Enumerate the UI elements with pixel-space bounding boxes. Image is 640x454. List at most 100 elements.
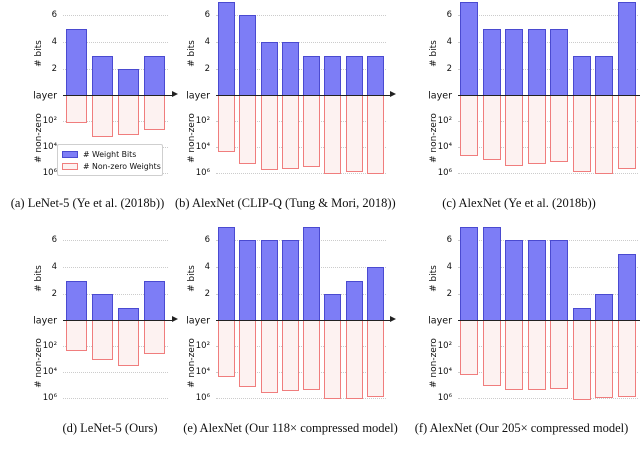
- weight-bits-bar: [218, 226, 236, 321]
- nonzero-weights-bar: [595, 96, 614, 175]
- ytick-nonzero-1e6: 10⁶: [42, 167, 57, 178]
- subplot-d: # bits # non-zero 6 4 2 layer 10² 10⁴ 10…: [33, 225, 178, 402]
- ytick-nonzero-1e6: 10⁶: [437, 167, 452, 178]
- nonzero-weights-bar: [482, 321, 501, 386]
- ytick-bits-6: 6: [204, 9, 210, 20]
- ytick-bits-2: 2: [204, 288, 210, 299]
- weight-bits-bar: [595, 55, 614, 96]
- nonzero-weights-bar: [505, 321, 524, 390]
- weight-bits-bar: [65, 280, 87, 321]
- ytick-bits-4: 4: [446, 36, 452, 47]
- x-axis-line: [63, 316, 178, 323]
- ytick-bits-6: 6: [51, 9, 57, 20]
- ytick-bits-2: 2: [446, 63, 452, 74]
- ytick-bits-4: 4: [51, 261, 57, 272]
- gridline: [216, 15, 386, 16]
- nonzero-weights-bar: [91, 96, 113, 138]
- nonzero-weights-bar: [91, 321, 113, 360]
- caption-d: (d) LeNet-5 (Ours): [62, 421, 158, 435]
- plot-area: [216, 225, 396, 402]
- ytick-bits-4: 4: [51, 36, 57, 47]
- ytick-bits-2: 2: [51, 288, 57, 299]
- axis-arrow-icon: [390, 91, 396, 98]
- nonzero-weights-bar: [572, 321, 591, 400]
- nonzero-weights-bar: [460, 96, 479, 156]
- gridline: [216, 294, 386, 295]
- legend: # Weight Bits # Non-zero Weights: [57, 144, 163, 176]
- weight-bits-bar: [91, 294, 113, 321]
- y-axis-label-bits: # bits: [429, 40, 439, 68]
- ytick-nonzero-1e2: 10²: [42, 340, 57, 351]
- caption-f: (f) AlexNet (Our 205× compressed model): [414, 421, 629, 435]
- gridline: [63, 15, 168, 16]
- gridline: [458, 147, 638, 148]
- gridline: [63, 267, 168, 268]
- nonzero-weights-bar: [527, 321, 546, 390]
- ytick-nonzero-1e4: 10⁴: [437, 366, 452, 377]
- ytick-bits-6: 6: [51, 234, 57, 245]
- gridline: [458, 346, 638, 347]
- gridline: [63, 69, 168, 70]
- ytick-bits-4: 4: [204, 36, 210, 47]
- gridline: [458, 267, 638, 268]
- nonzero-weights-swatch: [62, 162, 78, 170]
- x-axis-line: [63, 91, 178, 98]
- gridline: [63, 240, 168, 241]
- ytick-nonzero-1e4: 10⁴: [195, 366, 210, 377]
- weight-bits-bar: [527, 28, 546, 96]
- x-axis-label: layer: [428, 315, 452, 327]
- gridline: [458, 121, 638, 122]
- subplot-b: # bits # non-zero 6 4 2 layer 10² 10⁴ 10…: [186, 0, 396, 177]
- nonzero-weights-bar: [550, 96, 569, 162]
- weight-bits-bar: [303, 55, 321, 96]
- gridline: [63, 42, 168, 43]
- nonzero-weights-bar: [303, 96, 321, 167]
- gridline: [216, 147, 386, 148]
- y-axis-label-nonzero: # non-zero: [34, 338, 44, 389]
- nonzero-weights-bar: [617, 321, 636, 398]
- nonzero-weights-bar: [345, 96, 363, 172]
- gridline: [458, 42, 638, 43]
- nonzero-weights-bar: [617, 96, 636, 169]
- gridline: [216, 372, 386, 373]
- weight-bits-bar: [527, 240, 546, 321]
- ytick-nonzero-1e2: 10²: [195, 340, 210, 351]
- gridline: [63, 346, 168, 347]
- weight-bits-bar: [482, 28, 501, 96]
- subplot-e: # bits # non-zero 6 4 2 layer 10² 10⁴ 10…: [186, 225, 396, 402]
- nonzero-weights-bar: [345, 321, 363, 400]
- gridline: [216, 240, 386, 241]
- nonzero-weights-bar: [482, 96, 501, 160]
- weight-bits-bar: [144, 55, 166, 96]
- weight-bits-bar: [345, 55, 363, 96]
- nonzero-weights-bar: [118, 96, 140, 136]
- weight-bits-bar: [482, 226, 501, 321]
- ytick-nonzero-1e6: 10⁶: [437, 392, 452, 403]
- gridline: [63, 372, 168, 373]
- nonzero-weights-bar: [550, 321, 569, 389]
- weight-bits-bar: [617, 253, 636, 321]
- weight-bits-bar: [366, 55, 384, 96]
- subplot-f: # bits # non-zero 6 4 2 layer 10² 10⁴ 10…: [428, 225, 640, 402]
- ytick-nonzero-1e2: 10²: [195, 115, 210, 126]
- nonzero-weights-bar: [366, 96, 384, 174]
- weight-bits-bar: [118, 69, 140, 96]
- legend-entry-weight-bits: # Weight Bits: [62, 148, 158, 160]
- y-axis-label-nonzero: # non-zero: [34, 113, 44, 164]
- gridline: [458, 173, 638, 174]
- weight-bits-bar: [572, 307, 591, 321]
- plot-area: [458, 0, 640, 177]
- gridline: [458, 372, 638, 373]
- weight-bits-bar: [239, 15, 257, 96]
- nonzero-weights-bar: [324, 321, 342, 400]
- ytick-nonzero-1e4: 10⁴: [42, 141, 57, 152]
- gridline: [458, 240, 638, 241]
- ytick-nonzero-1e4: 10⁴: [437, 141, 452, 152]
- nonzero-weights-bar: [218, 96, 236, 152]
- x-axis-line: [458, 320, 640, 321]
- weight-bits-bar: [65, 28, 87, 96]
- weight-bits-bar: [505, 28, 524, 96]
- axis-arrow-icon: [390, 316, 396, 323]
- weight-bits-bar: [239, 240, 257, 321]
